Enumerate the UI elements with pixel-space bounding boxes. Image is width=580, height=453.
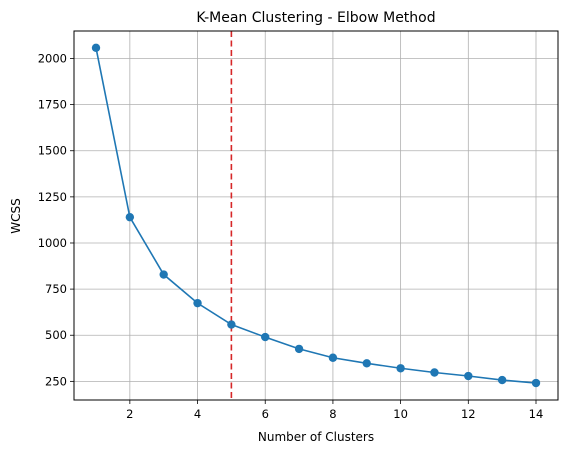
x-tick-label: 14 — [529, 407, 544, 421]
plot-area-frame — [73, 30, 559, 401]
x-tick-label: 8 — [329, 407, 336, 421]
data-point — [193, 298, 202, 308]
data-point — [125, 212, 135, 222]
y-tick-label: 1750 — [38, 98, 67, 112]
x-tick-label: 6 — [262, 407, 269, 421]
data-point — [396, 364, 405, 373]
data-point — [328, 353, 338, 362]
data-point — [464, 371, 473, 381]
x-tick-label: 2 — [126, 407, 133, 421]
y-tick-label: 250 — [45, 374, 67, 388]
data-point — [91, 43, 101, 52]
data-point — [497, 375, 507, 385]
y-tick-label: 2000 — [38, 51, 67, 65]
y-tick-label: 1500 — [38, 144, 67, 158]
data-point — [430, 368, 439, 377]
grid-lines — [74, 31, 558, 400]
axis-ticks: 2 4 6 8 10 12 14 250 500 750 1000 1250 1500 1750 2000 — [38, 51, 544, 421]
x-tick-label: 10 — [393, 407, 408, 421]
x-tick-label: 12 — [461, 407, 476, 421]
chart-title: K-Mean Clustering - Elbow Method — [196, 10, 435, 26]
data-point — [261, 332, 270, 342]
data-point — [159, 270, 168, 279]
y-tick-label: 750 — [45, 282, 67, 296]
data-point — [531, 378, 541, 388]
data-point — [294, 344, 304, 354]
y-tick-label: 500 — [45, 328, 67, 342]
y-tick-label: 1000 — [38, 236, 67, 250]
y-axis-label: WCSS — [9, 198, 23, 233]
data-point — [362, 359, 371, 368]
series-layer — [91, 43, 541, 388]
data-point — [227, 320, 236, 329]
x-axis-label: Number of Clusters — [258, 430, 374, 444]
y-tick-label: 1250 — [38, 190, 67, 204]
x-tick-label: 4 — [194, 407, 201, 421]
series-line — [95, 47, 537, 384]
